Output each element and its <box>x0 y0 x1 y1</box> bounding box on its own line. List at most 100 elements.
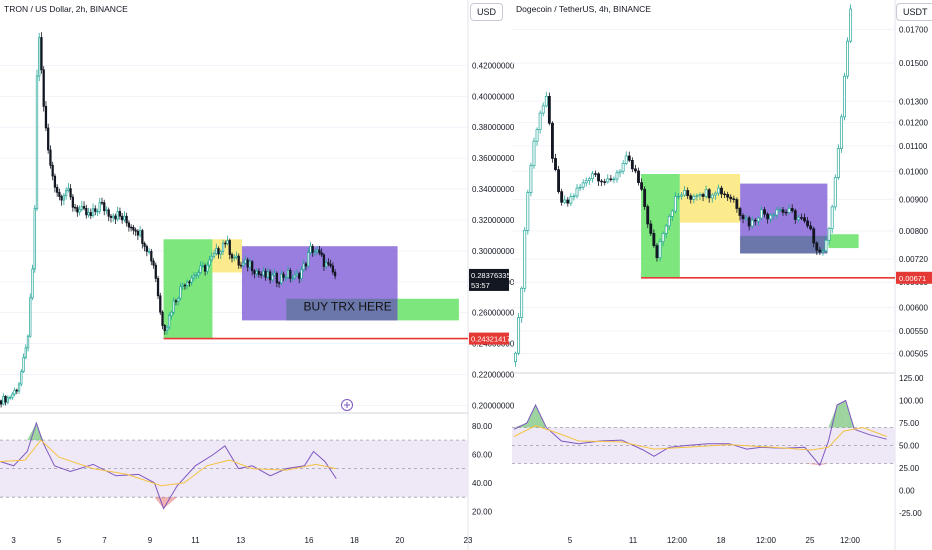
candle-body <box>664 225 668 234</box>
last-price-tag <box>469 268 509 291</box>
candle-body <box>606 178 610 183</box>
x-tick-label: 7 <box>102 536 107 545</box>
rsi-extreme-fill <box>154 497 164 509</box>
candle-body <box>830 206 834 230</box>
candle-body <box>15 389 18 392</box>
candle-body <box>257 270 261 275</box>
x-tick-label: 16 <box>305 536 314 545</box>
candle-body <box>123 215 126 221</box>
candle-body <box>114 215 117 220</box>
candle-body <box>244 259 247 264</box>
candle-body <box>698 194 702 197</box>
candle-body <box>630 159 634 170</box>
candle-body <box>141 230 144 244</box>
candle-body <box>760 209 763 219</box>
candle-body <box>286 270 290 278</box>
candle-body <box>538 112 542 130</box>
candle-body <box>161 311 164 326</box>
candle-body <box>839 116 843 149</box>
candle-body <box>618 170 622 174</box>
candle-body <box>237 255 240 266</box>
price-tick-label: 0.01000 <box>899 167 928 176</box>
candle-body <box>195 274 198 277</box>
candle-body <box>177 297 180 302</box>
price-tick-label: 0.00800 <box>899 227 928 236</box>
candle-body <box>747 217 751 227</box>
x-tick-label: 5 <box>568 536 573 545</box>
candle-body <box>655 245 659 259</box>
candle-body <box>836 148 840 178</box>
candle-body <box>566 199 570 204</box>
price-tick-label: 0.40000000 <box>472 92 515 101</box>
candle-body <box>683 190 687 196</box>
candle-body <box>318 249 321 254</box>
candle-body <box>248 261 252 268</box>
candle-body <box>129 226 133 229</box>
candle-body <box>594 173 597 175</box>
doge-chart-title: Dogecoin / TetherUS, 4h, BINANCE <box>516 4 651 14</box>
candle-body <box>0 400 3 405</box>
candle-body <box>735 199 739 209</box>
candle-body <box>208 259 211 266</box>
candle-body <box>523 230 527 289</box>
candle-body <box>563 199 567 203</box>
candle-body <box>179 286 182 299</box>
candle-body <box>262 270 265 276</box>
zone-box-green <box>163 239 213 339</box>
candle-body <box>22 356 25 372</box>
candle-body <box>809 225 813 230</box>
candle-body <box>600 180 604 183</box>
rsi-tick-label: 0.00 <box>899 487 915 496</box>
candle-body <box>282 273 285 278</box>
price-tick-label: 0.01700 <box>899 26 928 35</box>
tron-currency-button[interactable]: USD <box>470 3 504 21</box>
candle-body <box>763 209 766 215</box>
candle-body <box>333 271 337 277</box>
candle-body <box>597 173 600 182</box>
candle-body <box>322 254 326 267</box>
candle-body <box>293 274 296 279</box>
candle-body <box>112 215 115 218</box>
candle-body <box>145 246 148 252</box>
candle-body <box>547 95 551 124</box>
zone-box-green <box>828 234 859 249</box>
candle-body <box>704 189 708 197</box>
candle-body <box>242 262 245 266</box>
candle-body <box>732 198 736 200</box>
candle-body <box>73 206 77 209</box>
candle-body <box>233 257 236 259</box>
candle-body <box>277 282 281 284</box>
rsi-tick-label: 75.00 <box>899 419 920 428</box>
candle-body <box>526 192 530 231</box>
candle-body <box>291 277 294 280</box>
rsi-extreme-fill <box>837 400 846 428</box>
bar-countdown-label: 53:57 <box>471 281 490 290</box>
rsi-extreme-fill <box>27 422 37 441</box>
candle-body <box>612 178 616 181</box>
candle-body <box>846 40 849 77</box>
candle-body <box>744 217 748 220</box>
candle-body <box>29 297 32 337</box>
candle-body <box>89 212 92 217</box>
candle-body <box>6 397 9 403</box>
candle-body <box>17 383 21 392</box>
candle-body <box>268 271 272 281</box>
candle-body <box>309 245 312 253</box>
candle-body <box>271 274 274 281</box>
candle-body <box>615 172 619 180</box>
candle-body <box>284 276 287 279</box>
price-tick-label: 0.36000000 <box>472 154 515 163</box>
candle-body <box>833 177 837 208</box>
candle-body <box>2 396 5 405</box>
candle-body <box>188 281 191 284</box>
candle-body <box>793 210 797 220</box>
candle-body <box>264 270 267 278</box>
candle-body <box>275 272 278 284</box>
doge-currency-button[interactable]: USDT <box>896 3 932 21</box>
candle-body <box>116 211 119 220</box>
plus-circle-icon[interactable] <box>341 399 353 411</box>
candle-body <box>295 273 299 276</box>
candle-body <box>815 242 819 251</box>
buy-annotation: BUY TRX HERE <box>303 299 391 313</box>
candle-body <box>33 208 36 270</box>
